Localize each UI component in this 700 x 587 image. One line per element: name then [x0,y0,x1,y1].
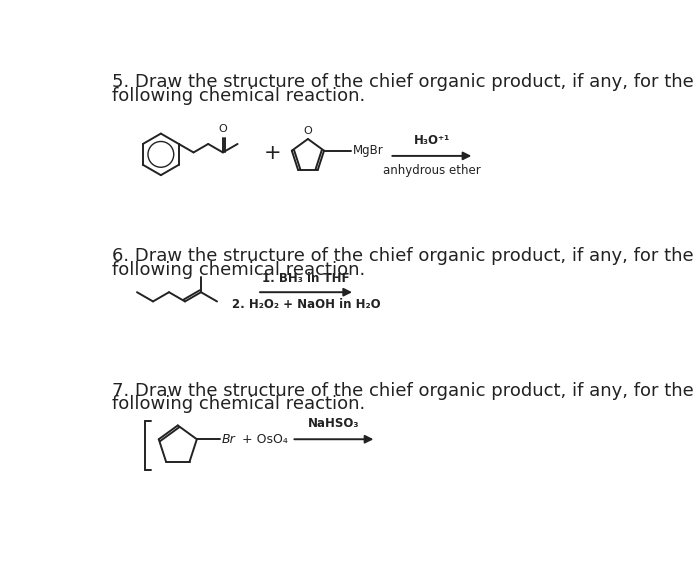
Text: 1. BH₃ in THF: 1. BH₃ in THF [262,272,350,285]
Text: +: + [264,143,281,163]
Text: Br: Br [221,433,235,446]
Text: O: O [304,126,312,136]
Text: 7. Draw the structure of the chief organic product, if any, for the: 7. Draw the structure of the chief organ… [112,382,694,400]
Text: 6. Draw the structure of the chief organic product, if any, for the: 6. Draw the structure of the chief organ… [112,247,694,265]
Text: anhydrous ether: anhydrous ether [383,164,481,177]
Text: following chemical reaction.: following chemical reaction. [112,396,365,413]
Text: 5. Draw the structure of the chief organic product, if any, for the: 5. Draw the structure of the chief organ… [112,73,694,91]
Text: + OsO₄: + OsO₄ [241,433,288,446]
Text: following chemical reaction.: following chemical reaction. [112,87,365,104]
Text: 2. H₂O₂ + NaOH in H₂O: 2. H₂O₂ + NaOH in H₂O [232,298,380,311]
Text: NaHSO₃: NaHSO₃ [308,417,360,430]
Text: H₃O⁺¹: H₃O⁺¹ [414,134,450,147]
Text: MgBr: MgBr [353,144,384,157]
Text: following chemical reaction.: following chemical reaction. [112,261,365,279]
Text: O: O [218,124,228,134]
